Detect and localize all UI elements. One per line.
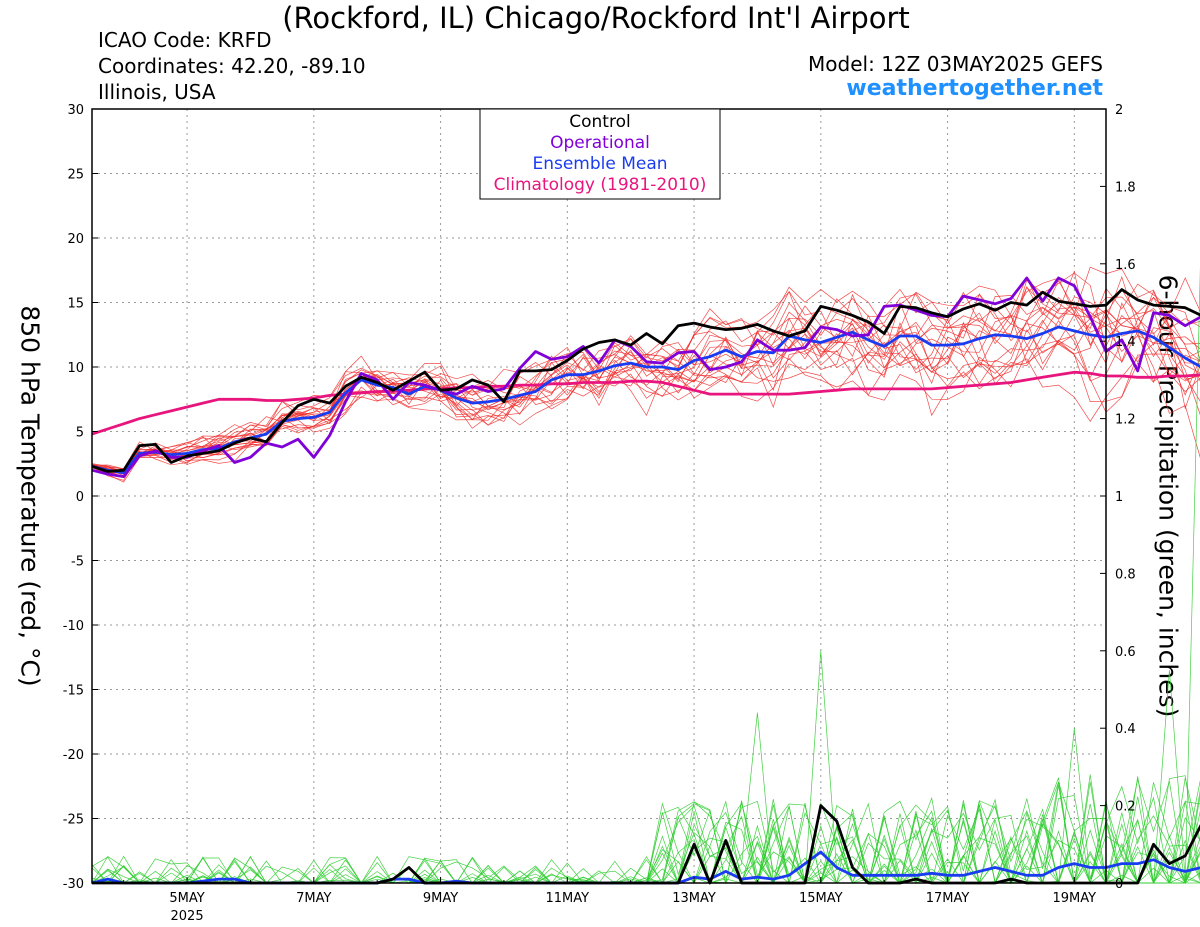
ensemble-member-precip <box>91 728 1200 885</box>
y2-tick-label: 0.8 <box>1115 567 1136 582</box>
ensemble-member-temp <box>91 293 1200 474</box>
ensemble-member-temp <box>91 272 1200 470</box>
site-link[interactable]: weathertogether.net <box>846 76 1103 101</box>
ensemble-member-temp <box>91 270 1200 475</box>
x-tick-label: 11MAY <box>546 891 590 906</box>
icao-code: ICAO Code: KRFD <box>98 28 272 52</box>
y2-tick-label: 1.2 <box>1115 413 1136 428</box>
ensemble-member-temp <box>91 318 1200 472</box>
y-tick-label: -15 <box>63 684 84 699</box>
x-tick-label: 9MAY <box>423 891 458 906</box>
ensemble-member-temp <box>91 266 1200 481</box>
climatology-line <box>91 370 1200 436</box>
y2-tick-label: 1.4 <box>1115 335 1136 350</box>
ensemble-member-precip <box>91 778 1200 885</box>
y2-tick-label: 0 <box>1115 877 1123 892</box>
region: Illinois, USA <box>98 80 216 104</box>
axis-ticks: -30-25-20-15-10-505101520253000.20.40.60… <box>63 103 1136 924</box>
y2-tick-label: 0.2 <box>1115 800 1136 815</box>
plot-frame <box>91 108 1107 884</box>
legend-box <box>479 108 721 200</box>
y-tick-label: -5 <box>71 555 84 570</box>
control-line <box>91 288 1200 473</box>
y-tick-label: 20 <box>67 232 84 247</box>
y-tick-label: -20 <box>63 748 84 763</box>
coordinates: Coordinates: 42.20, -89.10 <box>98 54 366 78</box>
x-tick-label: 19MAY <box>1053 891 1097 906</box>
ensemble-member-precip <box>92 650 1200 884</box>
model-run: Model: 12Z 03MAY2025 GEFS <box>808 52 1103 76</box>
control-precip-line <box>92 804 1200 885</box>
x-tick-label: 5MAY <box>169 891 204 906</box>
y2-tick-label: 2 <box>1115 103 1123 118</box>
x-tick-label: 17MAY <box>926 891 970 906</box>
legend-ensemble-mean: Ensemble Mean <box>532 154 667 174</box>
x-tick-sublabel: 2025 <box>171 909 204 924</box>
y-tick-label: 5 <box>76 426 84 441</box>
y2-tick-label: 1 <box>1115 490 1123 505</box>
legend-control: Control <box>569 112 630 132</box>
operational-line <box>91 276 1200 479</box>
chart-title: (Rockford, IL) Chicago/Rockford Int'l Ai… <box>282 1 910 35</box>
ensemble-member-temp <box>91 298 1200 474</box>
y-tick-label: 30 <box>67 103 84 118</box>
ensemble-member-precip <box>92 782 1200 884</box>
x-tick-label: 13MAY <box>672 891 716 906</box>
legend-climatology: Climatology (1981-2010) <box>494 175 707 195</box>
grid-lines <box>92 109 1106 883</box>
ensemble-member-precip <box>91 800 1200 885</box>
y-tick-label: 0 <box>76 490 84 505</box>
y-tick-label: -25 <box>63 813 84 828</box>
y2-tick-label: 1.8 <box>1115 180 1136 195</box>
y2-tick-label: 0.6 <box>1115 645 1136 660</box>
y-tick-label: 25 <box>67 168 84 183</box>
legend-operational: Operational <box>550 133 650 153</box>
y-tick-label: -30 <box>63 877 84 892</box>
y-tick-label: -10 <box>63 619 84 634</box>
ensemble-member-precip <box>92 804 1200 884</box>
ensemble-member-temp <box>91 306 1200 475</box>
y2-tick-label: 0.4 <box>1115 722 1136 737</box>
x-tick-label: 7MAY <box>296 891 331 906</box>
y-tick-label: 10 <box>67 361 84 376</box>
y2-tick-label: 1.6 <box>1115 258 1136 273</box>
x-tick-label: 15MAY <box>799 891 843 906</box>
y-tick-label: 15 <box>67 297 84 312</box>
ensemble-member-temp <box>91 295 1200 470</box>
ensemble-member-precip <box>92 782 1200 885</box>
